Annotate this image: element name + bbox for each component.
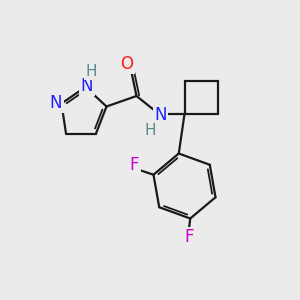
Text: H: H [85, 64, 97, 79]
Text: H: H [145, 123, 156, 138]
Text: F: F [130, 156, 139, 174]
Text: N: N [154, 106, 167, 124]
Text: N: N [81, 76, 93, 94]
Text: N: N [50, 94, 62, 112]
Text: O: O [120, 55, 134, 73]
Text: F: F [184, 228, 194, 246]
